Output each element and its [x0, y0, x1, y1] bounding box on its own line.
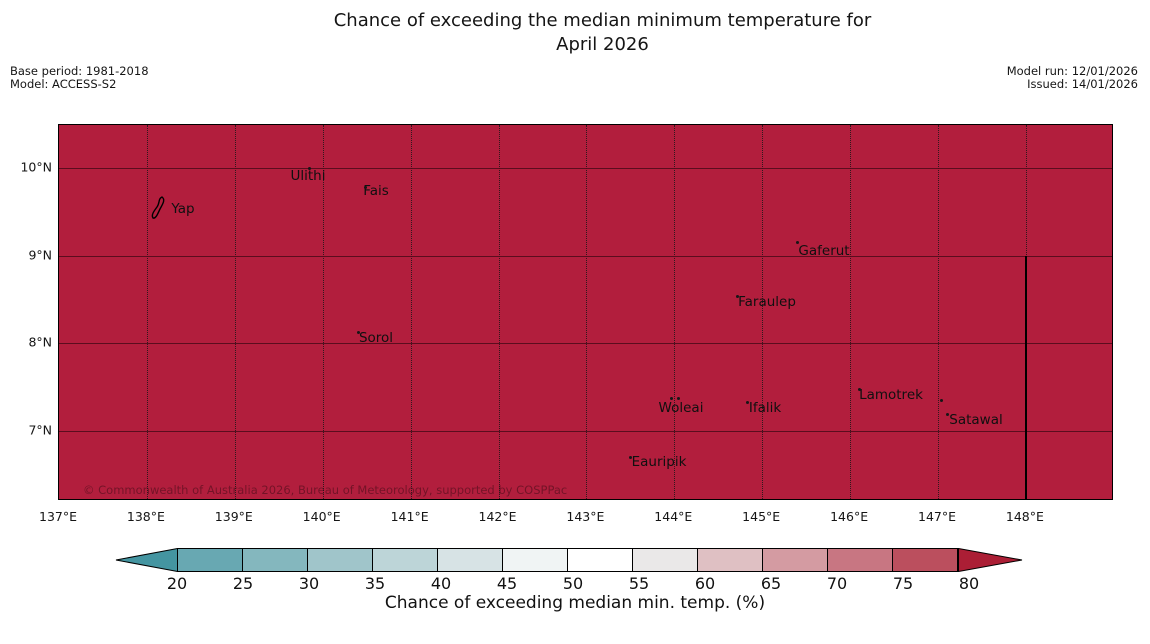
gridline-vertical [850, 125, 852, 499]
colorbar-segment [762, 548, 828, 572]
issued-text: Issued: 14/01/2026 [1027, 77, 1138, 91]
place-marker-dot [736, 295, 739, 298]
gridline-horizontal [59, 343, 1112, 345]
copyright-text: © Commonwealth of Australia 2026, Bureau… [83, 483, 568, 497]
colorbar-tick-label: 50 [562, 574, 584, 593]
gridline-horizontal [59, 255, 1112, 257]
colorbar-tick-label: 65 [760, 574, 782, 593]
colorbar-tick-label: 30 [298, 574, 320, 593]
colorbar-under-arrow [115, 548, 178, 572]
lon-tick-label: 145°E [742, 509, 781, 524]
colorbar-segment [632, 548, 698, 572]
colorbar-tick-label: 45 [496, 574, 518, 593]
place-marker-dot [858, 388, 861, 391]
colorbar-tick-label: 70 [826, 574, 848, 593]
place-label-ifalik: Ifalik [748, 400, 782, 416]
map-canvas: © Commonwealth of Australia 2026, Bureau… [58, 124, 1113, 500]
lon-tick-label: 147°E [917, 509, 957, 524]
lat-tick-label: 8°N [28, 334, 52, 350]
place-label-yap: Yap [171, 201, 195, 217]
place-marker-dot [746, 401, 749, 404]
colorbar-over-arrow [958, 548, 1023, 572]
place-marker-dot [946, 413, 949, 416]
gridline-vertical [498, 125, 500, 499]
place-label-woleai: Woleai [658, 400, 704, 416]
colorbar-segment [827, 548, 893, 572]
gridline-vertical [762, 125, 764, 499]
gridline-horizontal [59, 168, 1112, 169]
colorbar-segment [567, 548, 633, 572]
place-label-ulithi: Ulithi [290, 168, 326, 184]
place-marker-dot [677, 397, 680, 400]
lon-tick-label: 148°E [1005, 509, 1044, 524]
colorbar-segment [437, 548, 503, 572]
colorbar-tick-label: 60 [694, 574, 716, 593]
colorbar-segment [502, 548, 568, 572]
colorbar-tick-label: 80 [958, 574, 980, 593]
colorbar-segment [177, 548, 243, 572]
gridline-vertical [938, 125, 939, 499]
lon-tick-label: 144°E [654, 509, 693, 524]
lon-tick-label: 143°E [566, 509, 605, 524]
place-marker-dot [308, 167, 311, 170]
gridline-vertical [674, 125, 676, 499]
gridline-vertical [146, 125, 148, 499]
model-text: Model: ACCESS-S2 [10, 77, 117, 91]
title-line-1: Chance of exceeding the median minimum t… [333, 10, 872, 31]
gridline-vertical [234, 125, 236, 499]
meta-right: Model run: 12/01/2026 Issued: 14/01/2026 [1007, 65, 1138, 91]
title-line-2: April 2026 [556, 34, 649, 55]
colorbar [115, 548, 1035, 572]
place-marker-dot [357, 331, 360, 334]
lon-tick-label: 139°E [214, 509, 253, 524]
lon-tick-label: 146°E [830, 509, 869, 524]
place-marker-dot [796, 241, 799, 244]
gridline-vertical [586, 125, 588, 499]
model-run-text: Model run: 12/01/2026 [1006, 64, 1138, 78]
gridline-vertical [410, 125, 412, 499]
place-label-lamotrek: Lamotrek [859, 387, 923, 403]
lon-tick-label: 141°E [390, 509, 429, 524]
colorbar-tick-label: 75 [892, 574, 914, 593]
base-period-text: Base period: 1981-2018 [10, 64, 149, 78]
lon-tick-label: 142°E [478, 509, 517, 524]
place-marker-dot [940, 399, 943, 402]
lon-tick-label: 137°E [38, 509, 78, 524]
gridline-horizontal [59, 431, 1112, 433]
region-boundary-line [1025, 256, 1027, 499]
colorbar-segment [242, 548, 308, 572]
meta-left: Base period: 1981-2018 Model: ACCESS-S2 [10, 65, 149, 91]
lat-tick-label: 9°N [28, 247, 52, 263]
place-label-sorol: Sorol [358, 330, 394, 346]
colorbar-segment [892, 548, 958, 572]
place-marker-dot [670, 397, 673, 400]
yap-island-shape [151, 196, 165, 219]
colorbar-segment [697, 548, 763, 572]
place-marker-dot [364, 186, 367, 189]
place-label-eauripik: Eauripik [631, 454, 687, 470]
colorbar-segment [372, 548, 438, 572]
colorbar-tick-label: 25 [232, 574, 254, 593]
place-label-satawal: Satawal [949, 412, 1003, 428]
colorbar-tick-label: 55 [628, 574, 650, 593]
colorbar-tick-label: 40 [430, 574, 452, 593]
lon-tick-label: 140°E [302, 509, 341, 524]
colorbar-label: Chance of exceeding median min. temp. (%… [384, 593, 766, 613]
colorbar-tick-label: 35 [364, 574, 386, 593]
figure-title: Chance of exceeding the median minimum t… [75, 9, 1130, 57]
lon-tick-label: 138°E [126, 509, 165, 524]
lat-tick-label: 10°N [20, 159, 52, 175]
colorbar-tick-label: 20 [166, 574, 188, 593]
place-marker-dot [629, 456, 632, 459]
place-label-faraulep: Faraulep [738, 294, 796, 310]
place-label-fais: Fais [363, 183, 389, 199]
lat-tick-label: 7°N [28, 422, 52, 438]
colorbar-segment [307, 548, 373, 572]
gridline-vertical [322, 125, 324, 499]
place-label-gaferut: Gaferut [798, 243, 850, 259]
